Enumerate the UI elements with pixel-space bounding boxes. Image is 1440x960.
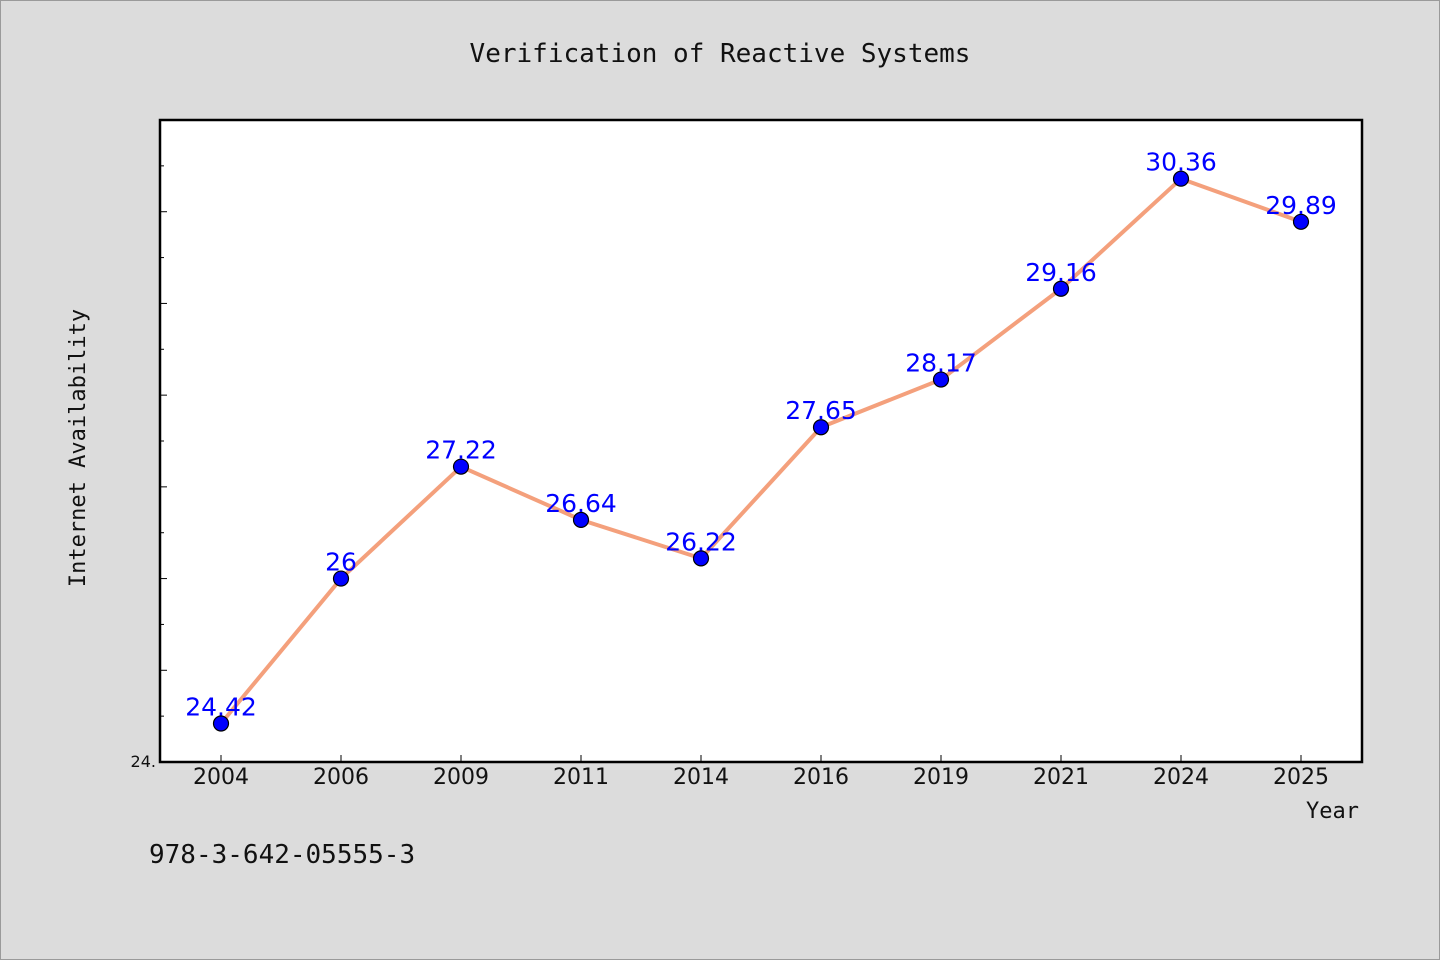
x-axis-ticks (220, 755, 1302, 762)
data-label: 26.64 (545, 489, 617, 518)
data-markers (212, 170, 1310, 732)
x-tick-labels: 2004 2006 2009 2011 2014 2016 2019 2021 2024 2025 (193, 765, 1329, 790)
series-line-group (219, 176, 1303, 726)
x-tick-label: 2025 (1273, 765, 1329, 790)
data-point (692, 550, 710, 567)
x-tick-label: 2016 (793, 765, 849, 790)
x-tick-label: 2024 (1153, 765, 1209, 790)
x-tick-label: 2021 (1033, 765, 1089, 790)
data-point (332, 570, 350, 587)
y-axis-ticks (160, 119, 167, 763)
series-line (219, 176, 1303, 726)
x-tick-label: 2019 (913, 765, 969, 790)
data-point (1292, 213, 1310, 230)
data-point (812, 419, 830, 436)
data-label: 29.89 (1265, 191, 1337, 220)
x-tick-label: 2006 (313, 765, 369, 790)
data-label: 29.16 (1025, 258, 1097, 287)
y-min-label: 24. (131, 752, 156, 771)
data-point (572, 511, 590, 528)
isbn-text: 978-3-642-05555-3 (149, 840, 415, 870)
y-axis-label: Internet Availability (66, 309, 91, 587)
data-point (1052, 280, 1070, 297)
data-label: 27.22 (425, 436, 497, 465)
data-labels: 24.42 26 27.22 26.64 26.22 27.65 28.17 29.16 30.… (185, 148, 1337, 722)
data-point (1172, 170, 1190, 187)
data-point (452, 458, 470, 475)
x-axis-label: Year (1306, 799, 1359, 824)
chart-title: Verification of Reactive Systems (470, 39, 971, 69)
plot-area (158, 118, 1364, 764)
data-label: 26.22 (665, 527, 737, 556)
data-label: 26 (325, 548, 357, 577)
data-label: 27.65 (785, 396, 857, 425)
x-tick-label: 2009 (433, 765, 489, 790)
data-label: 28.17 (905, 349, 977, 378)
data-label: 24.42 (185, 692, 257, 721)
x-tick-label: 2004 (193, 765, 249, 790)
x-tick-label: 2014 (673, 765, 729, 790)
data-point (212, 715, 230, 732)
data-point (932, 371, 950, 388)
data-label: 30.36 (1145, 148, 1217, 177)
x-tick-label: 2011 (553, 765, 609, 790)
